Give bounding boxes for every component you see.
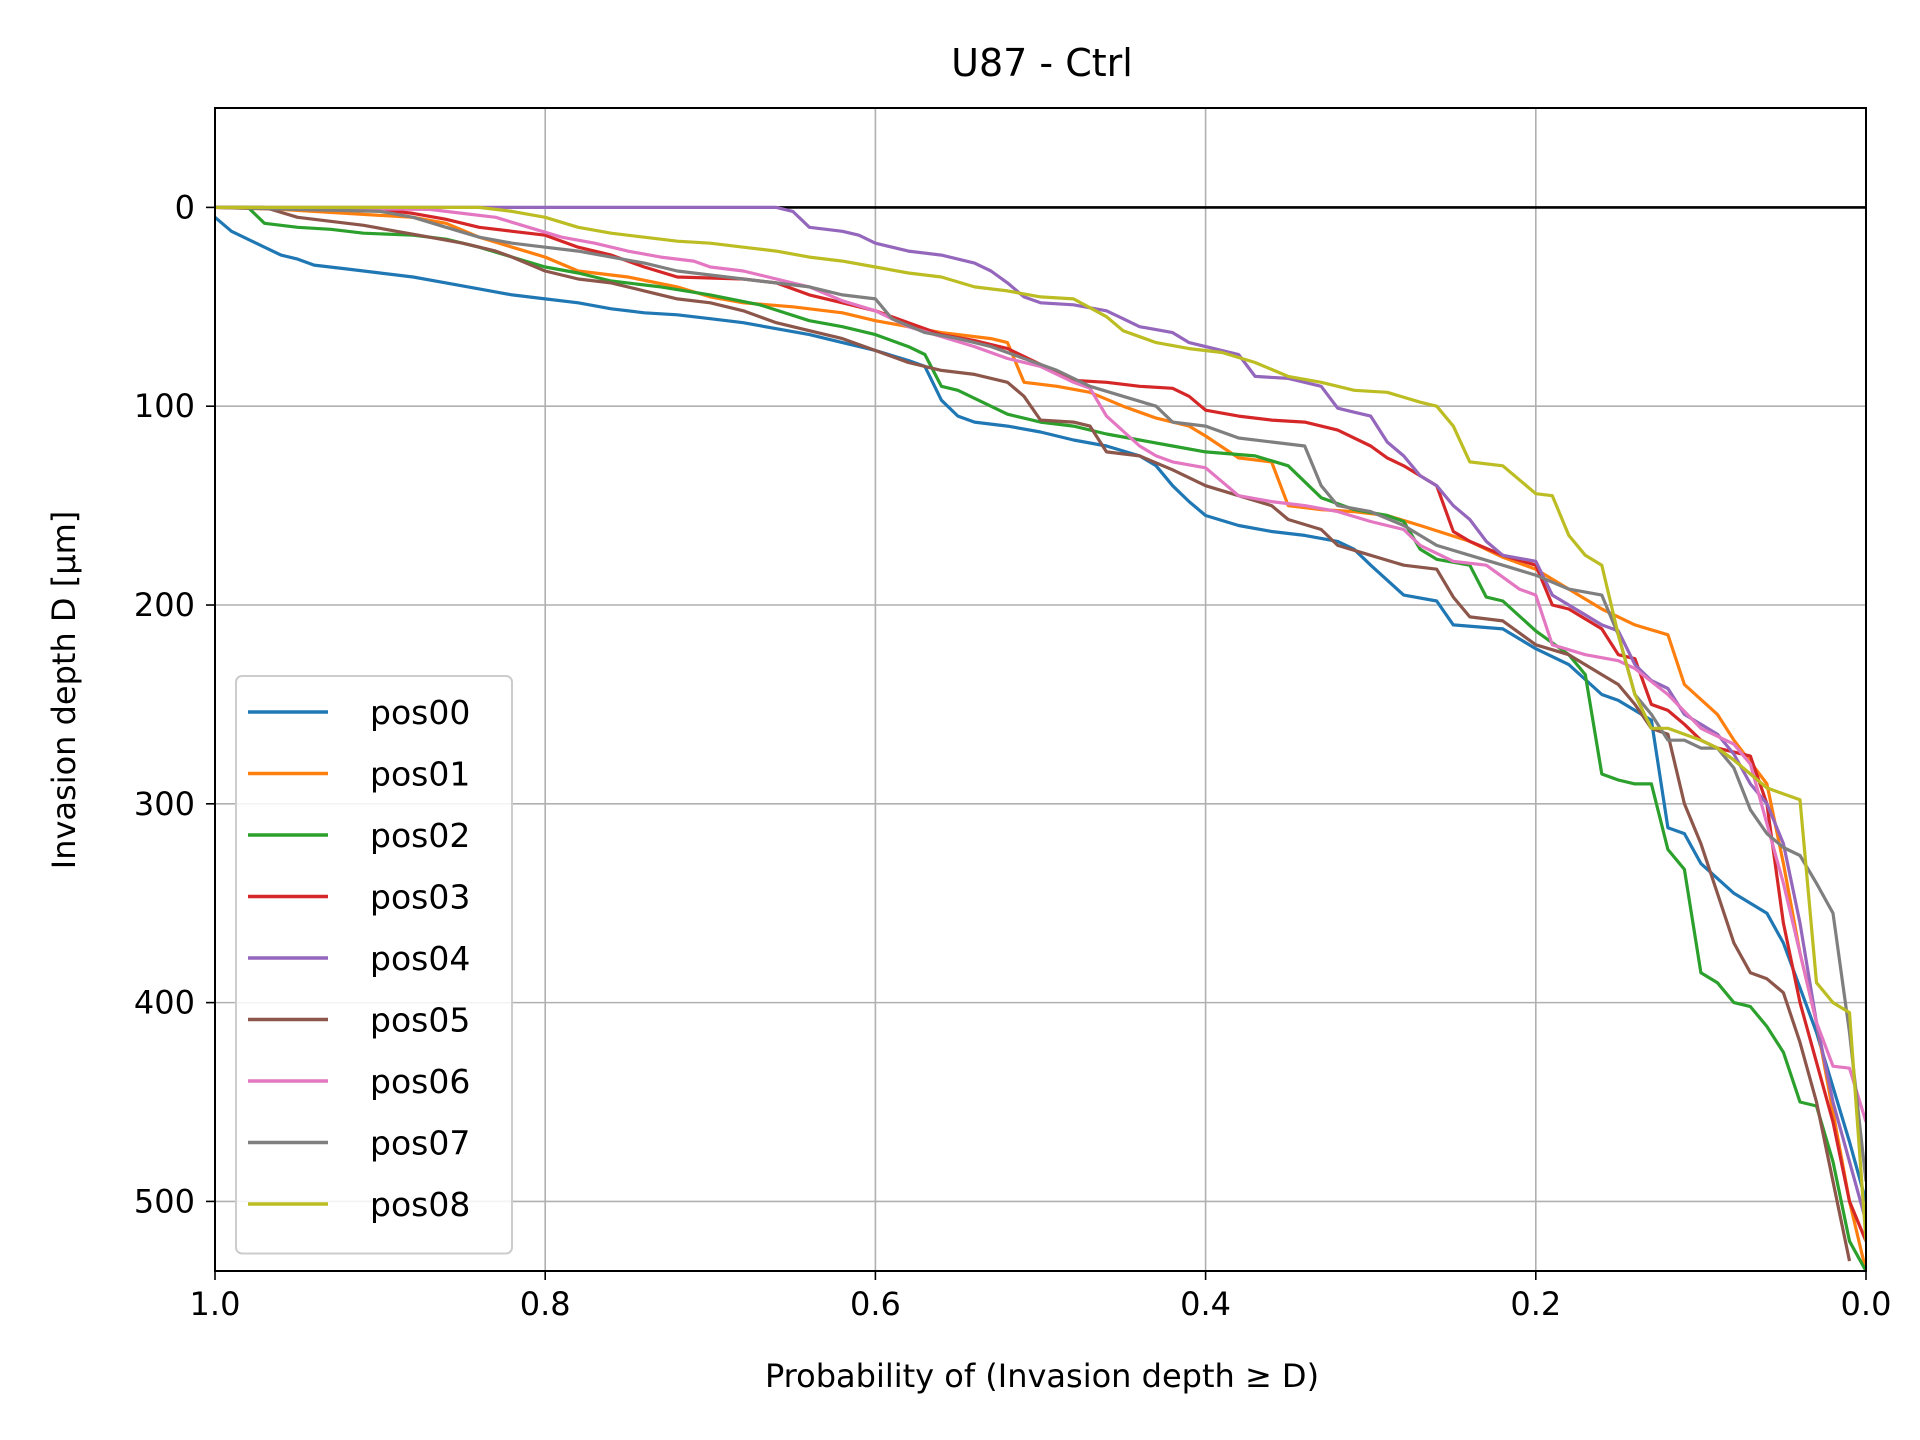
x-tick-label: 0.2 bbox=[1510, 1285, 1561, 1323]
legend-label-pos00: pos00 bbox=[370, 693, 470, 732]
x-axis: 1.0 0.8 0.6 0.4 0.2 0.0 bbox=[190, 1271, 1892, 1323]
legend-label-pos06: pos06 bbox=[370, 1062, 470, 1101]
legend-label-pos03: pos03 bbox=[370, 878, 470, 917]
series-line-pos00 bbox=[215, 216, 1866, 1202]
chart-title: U87 - Ctrl bbox=[951, 41, 1133, 85]
series-layer bbox=[215, 205, 1866, 1271]
series-line-pos04 bbox=[215, 205, 1866, 1222]
y-tick-label: 500 bbox=[134, 1182, 195, 1220]
legend: pos00 pos01 pos02 pos03 pos04 pos05 pos06 pos07… bbox=[235, 675, 513, 1255]
legend-label-pos01: pos01 bbox=[370, 755, 470, 794]
plot-frame bbox=[214, 107, 1867, 1272]
series-line-pos03 bbox=[215, 205, 1866, 1242]
legend-label-pos05: pos05 bbox=[370, 1001, 470, 1040]
series-line-pos05 bbox=[215, 205, 1852, 1262]
series-line-pos02 bbox=[215, 205, 1866, 1271]
series-line-pos07 bbox=[215, 205, 1866, 1182]
x-tick-label: 0.8 bbox=[520, 1285, 571, 1323]
series-line-pos01 bbox=[215, 205, 1866, 1271]
series-line-pos06 bbox=[215, 205, 1866, 1123]
series-line-pos08 bbox=[215, 205, 1866, 1242]
x-tick-label: 0.6 bbox=[850, 1285, 901, 1323]
y-tick-label: 300 bbox=[134, 785, 195, 823]
x-tick-label: 1.0 bbox=[190, 1285, 241, 1323]
y-tick-label: 100 bbox=[134, 387, 195, 425]
y-tick-label: 200 bbox=[134, 586, 195, 624]
y-axis-label: Invasion depth D [µm] bbox=[45, 511, 83, 869]
legend-label-pos02: pos02 bbox=[370, 816, 470, 855]
y-tick-label: 0 bbox=[175, 188, 195, 226]
legend-label-pos04: pos04 bbox=[370, 939, 470, 978]
legend-label-pos08: pos08 bbox=[370, 1185, 470, 1224]
x-tick-label: 0.0 bbox=[1841, 1285, 1892, 1323]
legend-box bbox=[235, 675, 513, 1255]
y-tick-label: 400 bbox=[134, 984, 195, 1022]
y-axis: 0 100 200 300 400 500 bbox=[134, 188, 215, 1220]
x-tick-label: 0.4 bbox=[1180, 1285, 1231, 1323]
legend-label-pos07: pos07 bbox=[370, 1124, 470, 1163]
x-axis-label: Probability of (Invasion depth ≥ D) bbox=[765, 1357, 1319, 1395]
